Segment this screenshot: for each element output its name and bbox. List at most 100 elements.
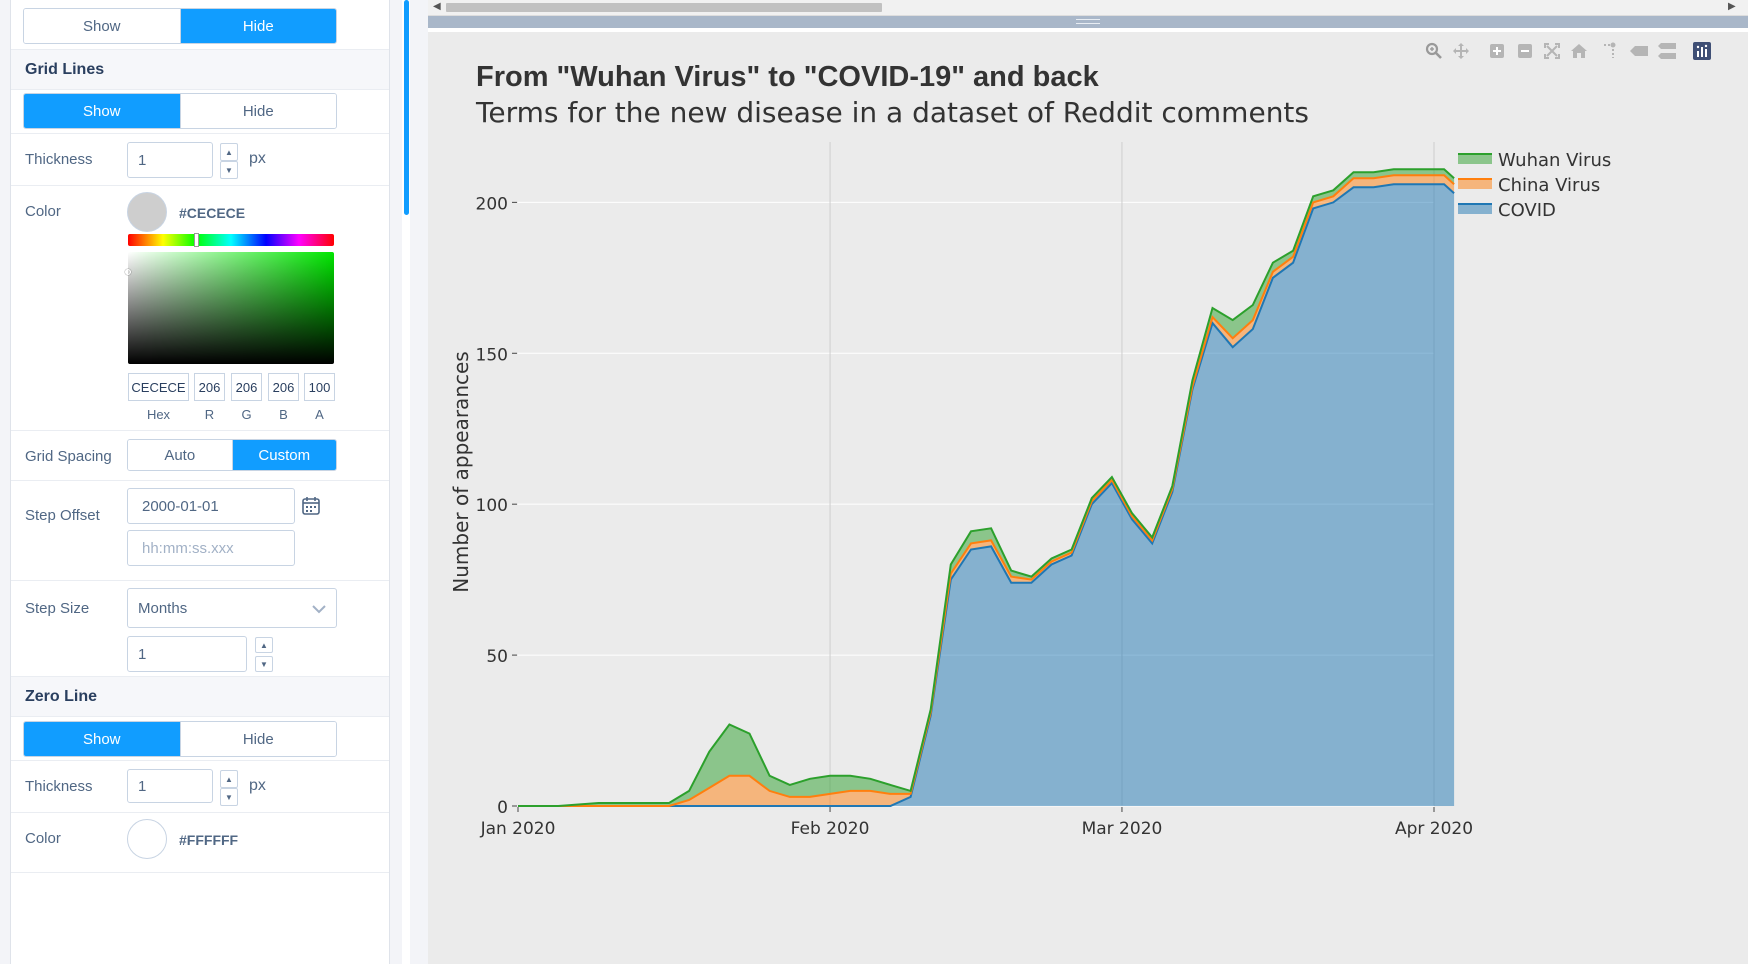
resize-splitter[interactable] xyxy=(428,16,1748,28)
grid-spacing-custom-option[interactable]: Custom xyxy=(231,440,336,470)
saturation-picker-handle[interactable] xyxy=(125,269,131,275)
grid-hide-option[interactable]: Hide xyxy=(179,94,336,128)
caret-down-icon: ▼ xyxy=(260,659,268,669)
caret-down-icon: ▼ xyxy=(225,792,233,802)
step-size-row: Step Size Months 1 ▲ ▼ xyxy=(11,581,389,677)
blue-input-label: B xyxy=(279,407,288,422)
legend-swatch xyxy=(1458,204,1492,214)
pan-icon[interactable] xyxy=(1450,40,1472,62)
axis-hide-option[interactable]: Hide xyxy=(179,9,336,43)
covid-area-line xyxy=(518,183,1455,807)
reset-axes-icon[interactable] xyxy=(1568,40,1590,62)
zero-line-thickness-row: Thickness 1 ▲ ▼ px xyxy=(11,761,389,813)
step-size-label: Step Size xyxy=(25,600,90,617)
zoom-icon[interactable] xyxy=(1423,40,1445,62)
grid-color-row: Color #CECECE CECECE 206 206 206 100 Hex… xyxy=(11,186,389,431)
x-tick-label: Jan 2020 xyxy=(480,819,556,839)
legend-swatch xyxy=(1458,179,1492,189)
scroll-right-icon[interactable]: ▶ xyxy=(1728,1,1736,12)
zero-line-title: Zero Line xyxy=(11,677,389,717)
spike-lines-icon[interactable] xyxy=(1601,40,1623,62)
axis-show-option[interactable]: Show xyxy=(24,9,180,43)
autoscale-icon[interactable] xyxy=(1541,40,1563,62)
caret-up-icon: ▲ xyxy=(225,147,233,157)
splitter-grip-icon[interactable] xyxy=(1076,19,1100,24)
grid-thickness-row: Thickness 1 ▲ ▼ px xyxy=(11,134,389,186)
red-input-label: R xyxy=(204,407,215,422)
plot-container: From "Wuhan Virus" to "COVID-19" and bac… xyxy=(428,32,1748,964)
blue-input[interactable]: 206 xyxy=(268,373,299,401)
calendar-icon[interactable] xyxy=(301,496,321,521)
grid-color-label: Color xyxy=(25,203,61,220)
step-offset-label: Step Offset xyxy=(25,507,100,524)
step-size-decrement[interactable]: ▼ xyxy=(255,656,273,672)
zoom-in-icon[interactable] xyxy=(1486,40,1508,62)
zero-line-hide-option[interactable]: Hide xyxy=(179,722,336,756)
x-tick-label: Apr 2020 xyxy=(1395,819,1473,839)
step-size-increment[interactable]: ▲ xyxy=(255,637,273,653)
step-offset-time-input[interactable]: hh:mm:ss.xxx xyxy=(127,530,295,566)
grid-thickness-increment[interactable]: ▲ xyxy=(220,143,238,161)
wuhan-virus-area-line xyxy=(518,168,1455,807)
axis-visibility-row: Show Hide xyxy=(11,0,389,50)
alpha-input[interactable]: 100 xyxy=(304,373,335,401)
green-input-label: G xyxy=(241,407,252,422)
legend-label: China Virus xyxy=(1498,175,1600,196)
grid-spacing-label: Grid Spacing xyxy=(25,448,112,465)
zoom-out-icon[interactable] xyxy=(1514,40,1536,62)
grid-spacing-auto-option[interactable]: Auto xyxy=(128,440,232,470)
grid-thickness-input[interactable]: 1 xyxy=(127,142,213,178)
zero-line-visibility-row: Show Hide xyxy=(11,717,389,761)
panel-scrollbar[interactable] xyxy=(402,0,410,964)
axis-visibility-toggle: Show Hide xyxy=(23,8,337,44)
hex-input[interactable]: CECECE xyxy=(128,373,189,401)
grid-color-hex-text: #CECECE xyxy=(179,205,246,221)
step-size-unit-dropdown[interactable]: Months xyxy=(127,588,337,628)
y-tick-label: 200 xyxy=(476,194,508,214)
red-input[interactable]: 206 xyxy=(194,373,225,401)
grid-spacing-toggle: Auto Custom xyxy=(127,439,337,471)
grid-color-swatch[interactable] xyxy=(127,192,167,232)
y-axis-label: Number of appearances xyxy=(449,351,473,592)
chart-title: From "Wuhan Virus" to "COVID-19" and bac… xyxy=(476,61,1100,93)
grid-thickness-unit: px xyxy=(249,150,266,167)
zero-line-color-label: Color xyxy=(25,830,61,847)
hex-input-label: Hex xyxy=(146,407,171,422)
covid-area xyxy=(518,184,1455,807)
grid-spacing-row: Grid Spacing Auto Custom xyxy=(11,431,389,481)
hue-slider[interactable] xyxy=(128,233,334,247)
zero-line-color-row: Color #FFFFFF xyxy=(11,813,389,873)
grid-lines-toggle: Show Hide xyxy=(23,93,337,129)
zero-line-thickness-decrement[interactable]: ▼ xyxy=(220,788,238,806)
zero-line-thickness-increment[interactable]: ▲ xyxy=(220,770,238,788)
hover-compare-icon[interactable] xyxy=(1656,40,1678,62)
horizontal-scrollbar-thumb[interactable] xyxy=(446,3,882,12)
step-offset-row: Step Offset 2000-01-01 hh:mm:ss.xxx xyxy=(11,481,389,581)
scroll-left-icon[interactable]: ◀ xyxy=(433,1,441,12)
plotly-logo-icon[interactable] xyxy=(1691,40,1713,62)
zero-line-thickness-unit: px xyxy=(249,777,266,794)
legend-label: Wuhan Virus xyxy=(1498,150,1611,171)
y-tick-label: 150 xyxy=(476,345,508,365)
legend-label: COVID xyxy=(1498,200,1556,221)
y-tick-label: 100 xyxy=(476,496,508,516)
grid-show-option[interactable]: Show xyxy=(24,94,180,128)
hue-slider-handle[interactable] xyxy=(194,233,199,247)
chevron-down-icon xyxy=(312,601,326,618)
zero-line-thickness-input[interactable]: 1 xyxy=(127,769,213,803)
y-tick-label: 50 xyxy=(486,647,508,667)
step-size-value-input[interactable]: 1 xyxy=(127,636,247,672)
horizontal-scrollbar[interactable]: ◀ ▶ xyxy=(428,0,1748,16)
green-input[interactable]: 206 xyxy=(231,373,262,401)
hover-closest-icon[interactable] xyxy=(1628,40,1650,62)
grid-lines-title: Grid Lines xyxy=(11,50,389,90)
grid-thickness-decrement[interactable]: ▼ xyxy=(220,161,238,179)
zero-line-color-swatch[interactable] xyxy=(127,819,167,859)
x-tick-label: Mar 2020 xyxy=(1082,819,1163,839)
china-virus-area-line xyxy=(518,174,1455,807)
panel-scrollbar-thumb[interactable] xyxy=(404,0,409,215)
zero-line-color-hex-text: #FFFFFF xyxy=(179,832,239,848)
saturation-picker[interactable] xyxy=(125,252,334,364)
step-offset-date-input[interactable]: 2000-01-01 xyxy=(127,488,295,524)
zero-line-show-option[interactable]: Show xyxy=(24,722,180,756)
